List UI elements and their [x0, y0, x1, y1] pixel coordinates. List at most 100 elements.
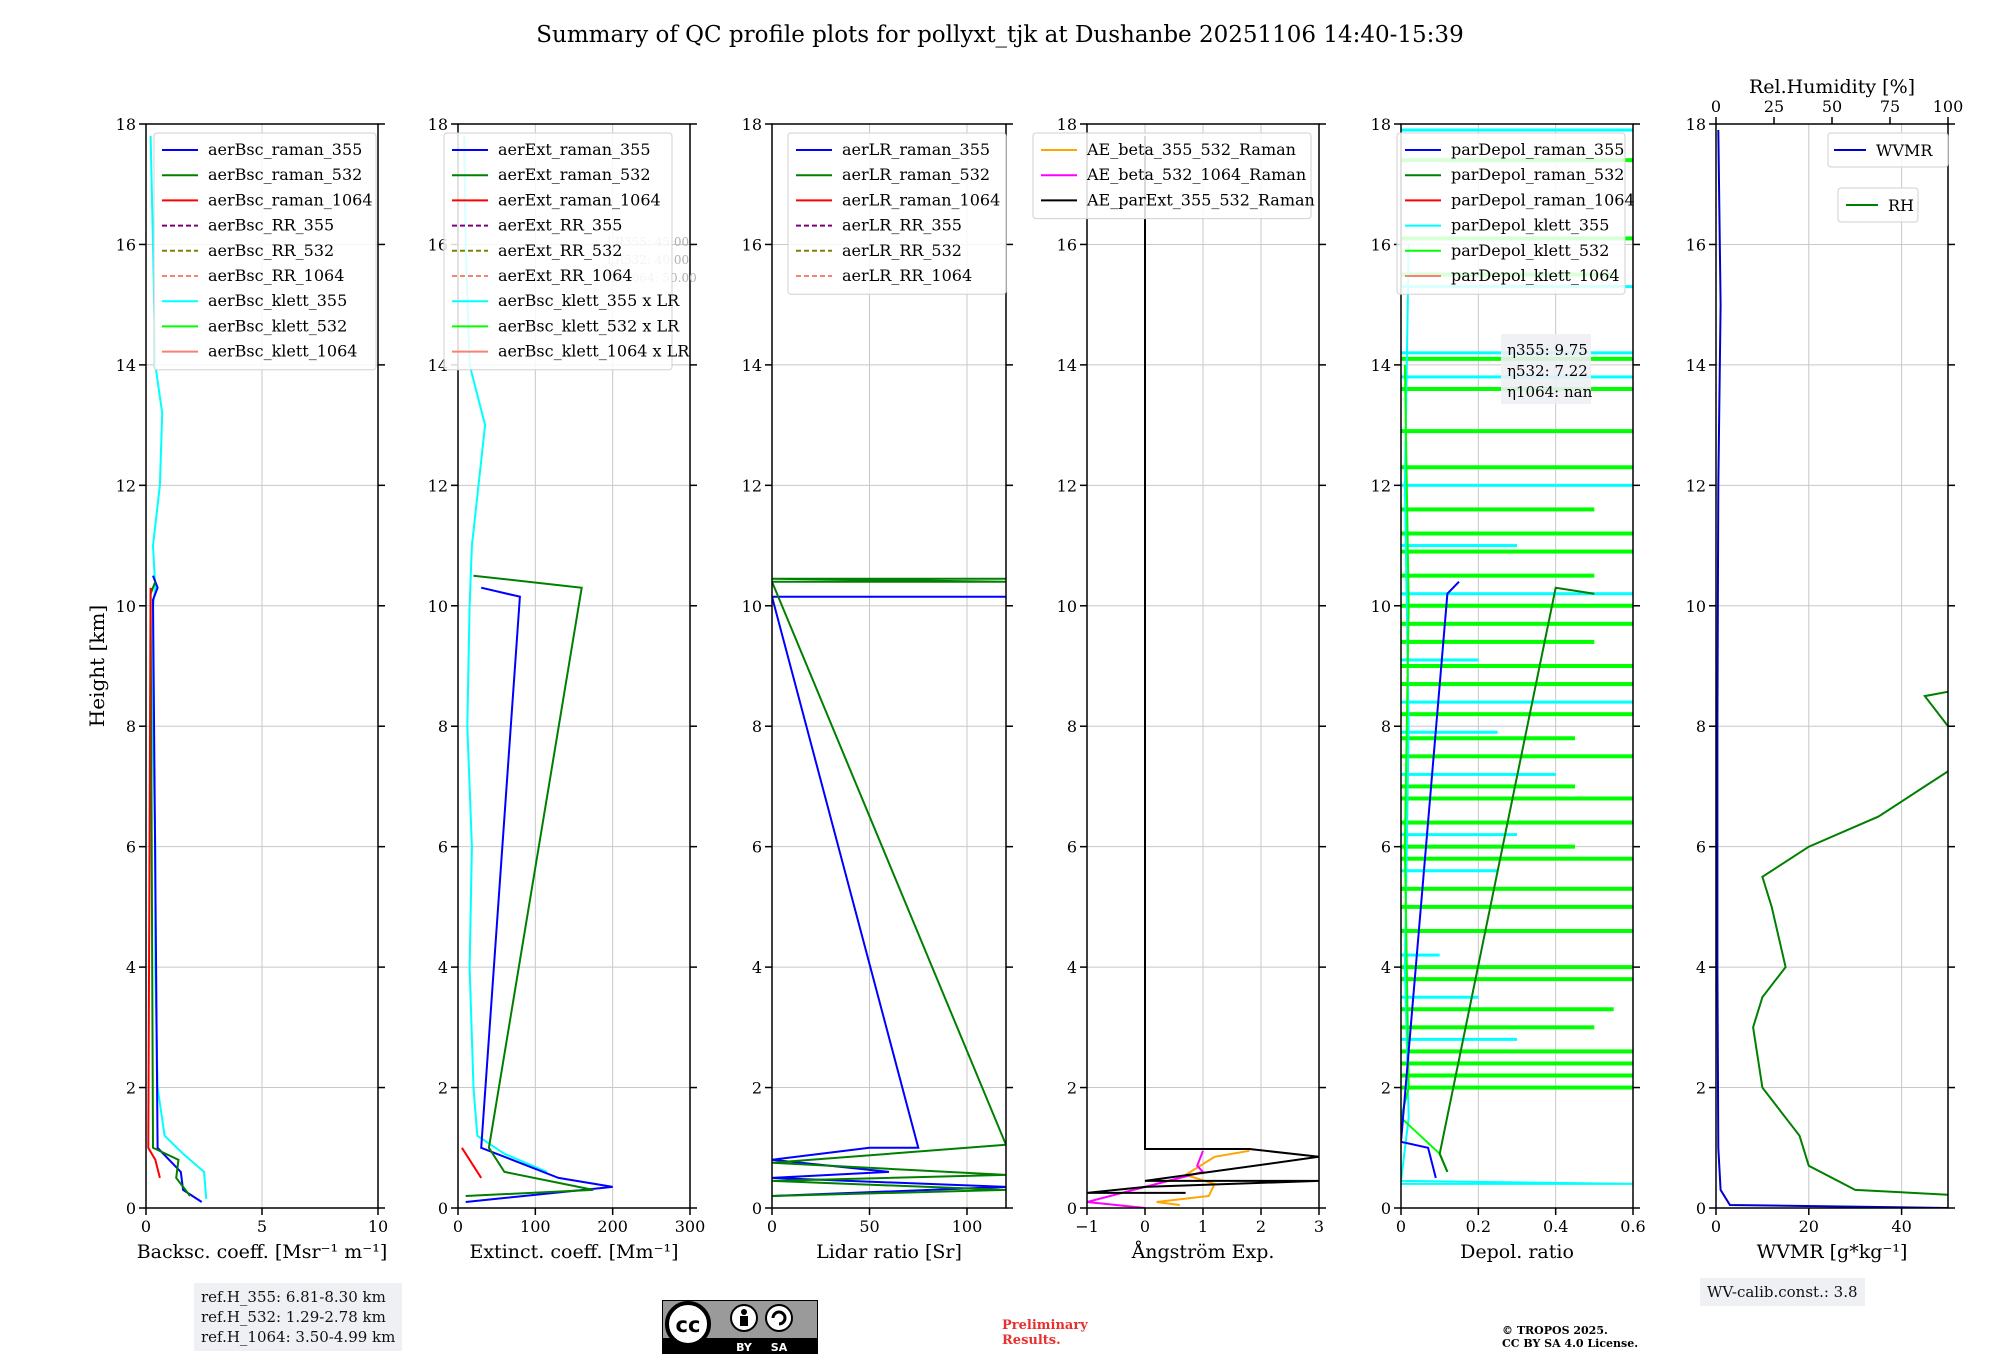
panel-ext: 0 100 200 300 0 2 4 6 8 10 12 14 16 18 Extinct. coeff.…: [428, 115, 706, 1263]
y-tick-label: 8: [752, 717, 762, 736]
spike-klett-532: [1401, 928, 1633, 933]
series-line-parDepol_raman_355: [1401, 581, 1460, 1179]
legend-label-aerExt_raman_1064: aerExt_raman_1064: [498, 190, 661, 209]
y-tick-label: 16: [742, 235, 762, 254]
y-tick-label: 16: [1686, 235, 1706, 254]
spike-klett-532: [1401, 844, 1575, 849]
y-tick-label: 6: [1067, 838, 1077, 857]
y-tick-label: 12: [428, 476, 448, 495]
y-tick-label: 10: [428, 597, 448, 616]
spike-klett-532: [1401, 621, 1633, 626]
figure-title: Summary of QC profile plots for pollyxt_…: [536, 22, 1464, 48]
ref-h-355: ref.H_355: 6.81-8.30 km: [201, 1288, 386, 1306]
legend-label-aerBsc_RR_532: aerBsc_RR_532: [208, 241, 334, 260]
spike-klett-532: [1401, 531, 1633, 536]
spike-klett-532: [1401, 507, 1595, 512]
x-tick-label: 200: [597, 1217, 628, 1236]
spike-klett-355: [1401, 483, 1633, 487]
x-tick-label: −1: [1075, 1217, 1099, 1236]
legend: WVMR RH: [1827, 132, 1949, 223]
x-tick-label: 0: [1140, 1217, 1150, 1236]
y-tick-label: 18: [1686, 115, 1706, 134]
legend-box: [443, 132, 673, 371]
legend-label-AE_beta_355_532_Raman: AE_beta_355_532_Raman: [1086, 140, 1296, 159]
top-x-axis-label: Rel.Humidity [%]: [1749, 76, 1915, 98]
y-tick-label: 18: [1371, 115, 1391, 134]
eta-annotation: η532: 7.22: [1507, 362, 1588, 380]
legend-label-aerLR_raman_532: aerLR_raman_532: [842, 165, 990, 184]
y-tick-label: 16: [428, 235, 448, 254]
reference-height-box: ref.H_355: 6.81-8.30 km ref.H_532: 1.29-…: [194, 1283, 403, 1351]
series-line-aerLR_raman_355: [772, 595, 1006, 1197]
top-x-tick-label: 75: [1880, 97, 1900, 116]
legend: aerLR_raman_355 aerLR_raman_532 aerLR_rama…: [787, 132, 1007, 295]
legend-label-aerBsc_RR_1064: aerBsc_RR_1064: [208, 266, 344, 285]
y-tick-label: 8: [1696, 717, 1706, 736]
x-axis-label: Backsc. coeff. [Msr⁻¹ m⁻¹]: [137, 1241, 388, 1263]
legend-label-aerBsc_klett_355 x LR: aerBsc_klett_355 x LR: [498, 291, 680, 310]
spike-klett-532: [1401, 1007, 1614, 1012]
top-x-tick-label: 100: [1933, 97, 1964, 116]
axes-frame: [771, 123, 1007, 1209]
legend-label-parDepol_klett_355: parDepol_klett_355: [1451, 216, 1609, 235]
x-axis-label: Extinct. coeff. [Mm⁻¹]: [469, 1241, 678, 1263]
spike-klett-532: [1401, 784, 1575, 789]
spike-klett-355: [1401, 833, 1517, 837]
legend-box: [1032, 132, 1312, 220]
x-axis-label: Ångström Exp.: [1131, 1241, 1275, 1263]
spike-klett-355: [1401, 544, 1517, 548]
legend-label-aerBsc_RR_355: aerBsc_RR_355: [208, 216, 334, 235]
spike-klett-532: [1401, 886, 1633, 891]
y-tick-label: 4: [1696, 958, 1706, 977]
legend-label-aerExt_RR_532: aerExt_RR_532: [498, 241, 622, 260]
y-tick-label: 2: [1696, 1079, 1706, 1098]
legend-label-aerBsc_klett_532 x LR: aerBsc_klett_532 x LR: [498, 316, 680, 335]
y-tick-label: 18: [116, 115, 136, 134]
legend-label-aerExt_RR_355: aerExt_RR_355: [498, 216, 622, 235]
y-tick-label: 8: [1381, 717, 1391, 736]
legend-label-aerBsc_raman_532: aerBsc_raman_532: [208, 165, 362, 184]
y-tick-label: 18: [742, 115, 762, 134]
series-line-parDepol_raman_532: [1438, 586, 1595, 1173]
x-tick-label: 0: [453, 1217, 463, 1236]
legend-label-aerExt_RR_1064: aerExt_RR_1064: [498, 266, 633, 285]
y-tick-label: 6: [438, 838, 448, 857]
legend-label-aerLR_RR_532: aerLR_RR_532: [842, 241, 962, 260]
legend-label-aerBsc_klett_532: aerBsc_klett_532: [208, 316, 347, 335]
x-tick-label: 40: [1891, 1217, 1911, 1236]
spike-klett-355: [1401, 658, 1479, 662]
spike-klett-532: [1401, 712, 1633, 717]
spike-klett-532: [1401, 1025, 1595, 1030]
y-tick-label: 0: [752, 1199, 762, 1218]
y-tick-label: 8: [126, 717, 136, 736]
series-group: [1087, 136, 1319, 1208]
legend-label-parDepol_raman_532: parDepol_raman_532: [1451, 165, 1624, 184]
x-axis-label: Depol. ratio: [1460, 1241, 1574, 1263]
x-tick-label: 0.4: [1543, 1217, 1568, 1236]
x-tick-label: 20: [1799, 1217, 1819, 1236]
y-tick-label: 12: [116, 476, 136, 495]
y-tick-label: 8: [438, 717, 448, 736]
eta-box: [1501, 334, 1591, 404]
x-tick-label: 2: [1256, 1217, 1266, 1236]
y-tick-label: 14: [1057, 356, 1077, 375]
y-tick-label: 16: [1057, 235, 1077, 254]
y-tick-label: 2: [126, 1079, 136, 1098]
x-tick-label: 0.6: [1620, 1217, 1645, 1236]
y-tick-label: 8: [1067, 717, 1077, 736]
legend-label-aerLR_raman_1064: aerLR_raman_1064: [842, 190, 1000, 209]
series-line-aerLR_raman_532: [772, 577, 1006, 1197]
spike-klett-532: [1401, 904, 1633, 909]
legend-label-aerBsc_klett_1064: aerBsc_klett_1064: [208, 342, 357, 361]
series-line-aerExt_raman_532: [465, 574, 594, 1197]
y-tick-label: 12: [1686, 476, 1706, 495]
axes-frame: [1400, 123, 1634, 1209]
ref-h-532: ref.H_532: 1.29-2.78 km: [201, 1308, 386, 1326]
y-tick-label: 2: [752, 1079, 762, 1098]
series-line-aerBsc_raman_1064: [147, 587, 161, 1179]
spike-klett-355: [1401, 953, 1440, 957]
legend-label-aerLR_raman_355: aerLR_raman_355: [842, 140, 990, 159]
y-tick-label: 2: [1067, 1079, 1077, 1098]
legend-label-parDepol_raman_1064: parDepol_raman_1064: [1451, 190, 1635, 209]
